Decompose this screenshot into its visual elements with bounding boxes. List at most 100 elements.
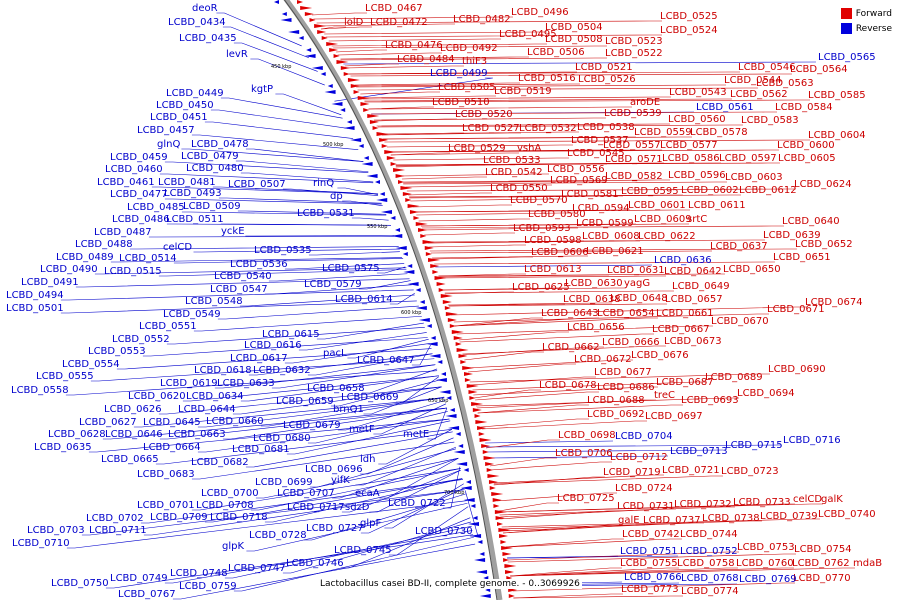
reverse-gene-label: LCBD_0715 (725, 440, 783, 451)
reverse-feature-arrow (418, 318, 430, 322)
forward-feature-arrow (444, 306, 451, 310)
forward-gene-label: LCBD_0754 (794, 544, 852, 555)
reverse-feature-arrow (361, 162, 373, 166)
reverse-feature-arrow (472, 516, 478, 520)
reverse-leader-line (307, 353, 433, 376)
forward-gene-label: LCBD_0673 (664, 336, 722, 347)
reverse-leader-line (133, 397, 445, 428)
reverse-leader-line (240, 172, 374, 183)
reverse-gene-label: LCBD_0665 (101, 454, 159, 465)
reverse-feature-arrow (363, 156, 369, 160)
forward-gene-label: LCBD_0599 (576, 218, 634, 229)
forward-gene-label: LCBD_0527 (462, 123, 520, 134)
forward-leader-line (410, 198, 563, 202)
reverse-feature-arrow (402, 252, 408, 256)
reverse-leader-line (378, 429, 453, 465)
reverse-feature-arrow (465, 480, 471, 484)
genome-backbone-edge (283, 0, 498, 600)
reverse-leader-line (235, 160, 369, 173)
forward-leader-line (364, 99, 810, 103)
forward-leader-line (510, 567, 855, 577)
forward-feature-arrow (296, 0, 303, 4)
forward-leader-line (333, 45, 607, 49)
reverse-leader-line (193, 248, 400, 253)
reverse-gene-label: LCBD_0515 (104, 266, 162, 277)
forward-leader-line (448, 303, 667, 307)
forward-leader-line (458, 331, 569, 341)
reverse-gene-label: LCBD_0478 (191, 139, 249, 150)
forward-gene-label: vshA (517, 143, 541, 154)
reverse-gene-label: LCBD_0750 (51, 578, 109, 589)
reverse-leader-line (204, 478, 463, 523)
reverse-feature-arrow (453, 450, 465, 454)
forward-gene-label: LCBD_0564 (790, 64, 848, 75)
reverse-feature-arrow (395, 228, 401, 232)
forward-feature-arrow (501, 546, 514, 550)
reverse-leader-line (65, 370, 438, 396)
forward-leader-line (344, 65, 464, 69)
forward-gene-label: LCBD_0742 (622, 529, 680, 540)
forward-gene-label: LCBD_0594 (572, 203, 630, 214)
reverse-feature-arrow (445, 414, 457, 418)
forward-gene-label: LCBD_0520 (455, 109, 513, 120)
reverse-feature-arrow (449, 408, 455, 412)
reverse-gene-label: LCBD_0553 (88, 346, 146, 357)
reverse-gene-label: LCBD_0628 (48, 429, 106, 440)
forward-feature-arrow (475, 420, 488, 424)
reverse-feature-arrow (429, 354, 441, 358)
reverse-leader-line (148, 236, 395, 238)
reverse-feature-arrow (346, 120, 352, 124)
forward-leader-line (381, 132, 521, 136)
forward-gene-label: LCBD_0651 (773, 252, 831, 263)
forward-gene-label: LCBD_0642 (664, 266, 722, 277)
reverse-gene-label: LCBD_0620 (128, 391, 186, 402)
forward-gene-label: LCBD_0686 (597, 382, 655, 393)
reverse-gene-label: LCBD_0748 (170, 568, 228, 579)
forward-gene-label: galK (821, 494, 843, 505)
forward-gene-label: LCBD_0495 (499, 29, 557, 40)
forward-gene-label: LCBD_0476 (385, 40, 443, 51)
forward-gene-label: LCBD_0650 (723, 264, 781, 275)
reverse-leader-line (102, 407, 447, 440)
forward-gene-label: LCBD_0760 (736, 558, 794, 569)
forward-leader-line (363, 96, 671, 100)
reverse-feature-arrow (366, 174, 378, 178)
forward-feature-arrow (379, 138, 389, 142)
forward-gene-label: LCBD_0625 (512, 282, 570, 293)
forward-gene-label: LCBD_0542 (485, 167, 543, 178)
forward-feature-arrow (464, 378, 471, 382)
reverse-feature-arrow (426, 342, 438, 346)
reverse-gene-label: LCBD_0461 (97, 177, 155, 188)
forward-gene-label: LCBD_0612 (739, 185, 797, 196)
forward-leader-line (422, 227, 578, 231)
reverse-leader-line (191, 134, 359, 150)
reverse-leader-line (282, 188, 379, 196)
forward-gene-label: LCBD_0585 (808, 90, 866, 101)
reverse-leader-line (264, 478, 463, 523)
reverse-gene-label: LCBD_0551 (139, 321, 197, 332)
forward-gene-label: LCBD_0571 (605, 154, 663, 165)
forward-leader-line (501, 518, 820, 528)
reverse-leader-line (166, 327, 425, 345)
forward-leader-line (513, 595, 683, 599)
reverse-leader-line (486, 449, 724, 453)
reverse-leader-line (331, 457, 459, 499)
reverse-gene-label: kgtP (251, 84, 273, 95)
forward-gene-label: LCBD_0597 (719, 153, 777, 164)
reverse-gene-label: ecaA (355, 488, 380, 499)
forward-feature-arrow (369, 120, 379, 124)
forward-gene-label: yagG (624, 278, 650, 289)
forward-feature-arrow (456, 348, 469, 352)
reverse-leader-line (298, 332, 427, 351)
legend-forward: Forward (840, 8, 892, 19)
reverse-gene-label: LCBD_0509 (183, 201, 241, 212)
reverse-leader-line (360, 487, 465, 534)
forward-feature-arrow (347, 78, 360, 82)
forward-feature-arrow (363, 108, 370, 112)
reverse-gene-label: LCBD_0627 (79, 417, 137, 428)
reverse-gene-label: LCBD_0554 (62, 359, 120, 370)
reverse-gene-label: LCBD_0531 (297, 208, 355, 219)
forward-gene-label: LCBD_0731 (617, 501, 675, 512)
forward-gene-label: LCBD_0602 (681, 185, 739, 196)
reverse-feature-arrow (470, 534, 482, 538)
